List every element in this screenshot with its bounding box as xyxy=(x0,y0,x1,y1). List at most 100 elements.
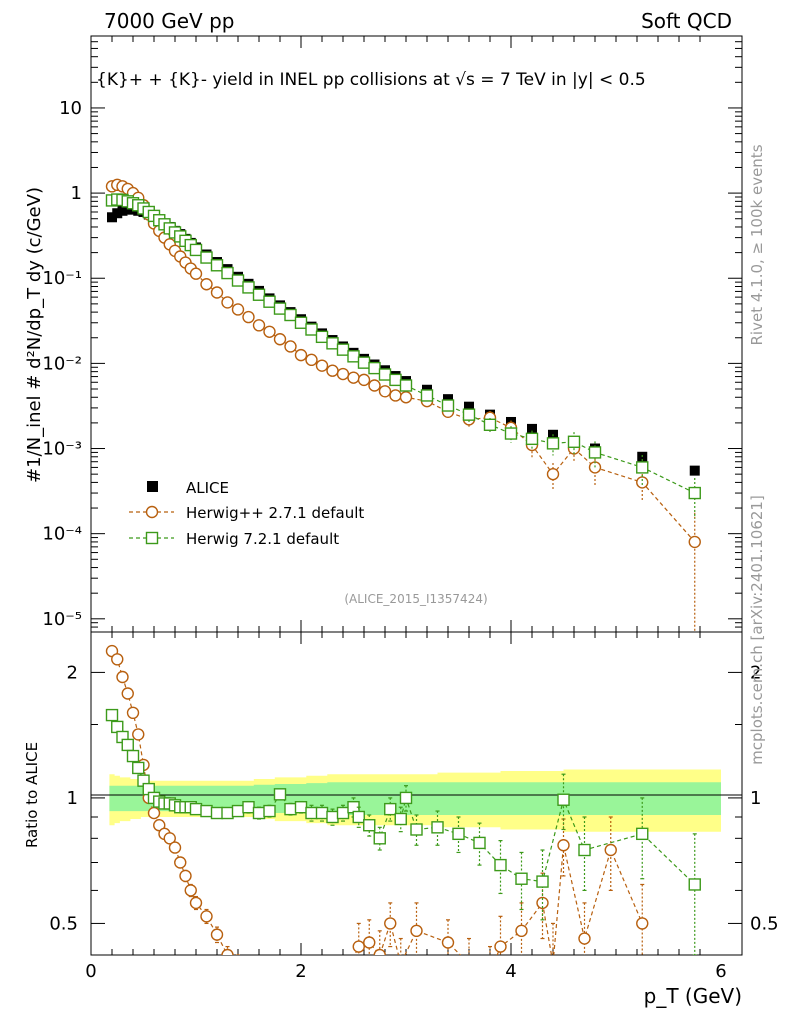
data-point-herwigpp xyxy=(347,371,360,384)
ratio-point-herwig7 xyxy=(105,708,119,722)
data-point-alice xyxy=(117,205,128,216)
data-point-herwigpp xyxy=(231,303,245,316)
ratio-point-herwigpp xyxy=(233,958,244,969)
ratio-point-herwigpp xyxy=(578,932,591,945)
ratio-y-tick-label: 0.5 xyxy=(49,913,78,934)
ratio-uncertainty-bands xyxy=(109,769,721,832)
data-point-herwig7 xyxy=(336,343,350,356)
data-point-alice xyxy=(107,212,117,223)
ratio-point-herwigpp xyxy=(116,670,129,684)
data-point-herwig7 xyxy=(378,368,392,381)
data-point-alice xyxy=(443,394,453,405)
ratio-point-herwig7 xyxy=(352,810,365,824)
ratio-point-herwigpp xyxy=(485,968,496,979)
ratio-point-herwigpp xyxy=(221,948,234,955)
ratio-y-tick-label: 1 xyxy=(67,788,78,809)
ratio-point-herwig7 xyxy=(399,791,413,805)
ratio-point-herwigpp xyxy=(604,843,617,857)
data-point-herwigpp xyxy=(221,296,234,309)
ratio-point-herwig7 xyxy=(294,801,308,814)
ratio-y-tick-label-right: 2 xyxy=(750,662,761,683)
data-point-herwig7 xyxy=(221,266,234,280)
data-point-herwigpp xyxy=(636,476,649,489)
ratio-point-herwigpp xyxy=(126,706,140,720)
ratio-point-herwigpp xyxy=(200,910,213,923)
ratio-point-herwig7 xyxy=(231,804,245,818)
ratio-point-herwigpp xyxy=(327,972,338,983)
ratio-point-herwigpp xyxy=(174,856,187,869)
data-point-herwig7 xyxy=(189,243,203,257)
header-right: Soft QCD xyxy=(641,9,732,33)
ratio-series-layer xyxy=(105,644,701,988)
data-point-herwigpp xyxy=(252,319,266,332)
ratio-axes: 0 2 4 6 0.5 0.5 1 1 2 2 xyxy=(49,632,779,982)
data-point-herwigpp xyxy=(305,353,318,367)
data-point-herwig7 xyxy=(315,330,329,344)
data-point-herwig7 xyxy=(462,408,476,421)
data-point-herwig7 xyxy=(305,323,318,336)
y-axis-ratio-label: Ratio to ALICE xyxy=(23,742,41,848)
ratio-point-herwigpp xyxy=(464,958,475,969)
legend-label-alice: ALICE xyxy=(186,479,229,497)
data-point-herwigpp xyxy=(336,367,350,381)
ratio-point-herwig7 xyxy=(373,832,386,845)
data-point-herwigpp xyxy=(242,310,255,324)
main-series-layer xyxy=(105,178,701,632)
data-point-alice xyxy=(527,423,537,434)
data-point-herwig7 xyxy=(242,281,255,294)
ratio-point-herwigpp xyxy=(147,806,161,820)
y-tick-label: 10⁻⁵ xyxy=(42,609,82,630)
ratio-point-herwigpp xyxy=(264,972,275,983)
ratio-point-herwigpp xyxy=(306,972,317,983)
ratio-point-herwigpp xyxy=(384,917,397,930)
x-tick-label: 6 xyxy=(715,961,726,982)
y-tick-label: 10⁻² xyxy=(42,353,82,374)
ratio-point-herwig7 xyxy=(252,806,266,820)
ratio-point-herwigpp xyxy=(111,653,124,666)
data-point-alice xyxy=(112,208,123,219)
legend-label-herwigpp: Herwig++ 2.7.1 default xyxy=(186,504,364,522)
analysis-id: (ALICE_2015_I1357424) xyxy=(344,592,487,606)
ratio-point-herwigpp xyxy=(210,928,224,941)
ratio-point-herwigpp xyxy=(317,972,328,983)
data-point-herwig7 xyxy=(263,295,276,308)
ratio-point-herwigpp xyxy=(636,917,649,930)
ratio-point-herwig7 xyxy=(189,802,203,816)
ratio-point-herwig7 xyxy=(273,788,287,801)
ratio-point-herwigpp xyxy=(254,972,265,983)
data-point-herwigpp xyxy=(546,467,560,481)
y-tick-label: 10 xyxy=(59,98,82,119)
ratio-point-herwigpp xyxy=(243,968,254,979)
data-point-herwig7 xyxy=(284,308,297,322)
ratio-point-herwigpp xyxy=(132,728,145,741)
ratio-point-herwig7 xyxy=(636,827,649,841)
ratio-point-herwigpp xyxy=(168,841,182,854)
data-point-herwig7 xyxy=(294,316,308,329)
data-point-herwig7 xyxy=(210,259,224,272)
legend-marker-herwig7 xyxy=(145,531,159,545)
ratio-y-tick-label-right: 0.5 xyxy=(750,913,779,934)
ratio-point-herwig7 xyxy=(536,875,549,888)
ratio-point-herwigpp xyxy=(189,896,203,910)
data-point-herwigpp xyxy=(399,391,413,404)
ratio-point-herwig7 xyxy=(326,810,339,824)
ratio-point-herwig7 xyxy=(394,812,407,826)
ratio-point-herwigpp xyxy=(395,958,406,969)
data-point-herwig7 xyxy=(347,350,360,363)
ratio-point-herwig7 xyxy=(263,804,276,818)
data-point-herwig7 xyxy=(525,432,539,446)
ratio-point-herwigpp xyxy=(557,839,570,852)
data-point-alice xyxy=(122,204,133,215)
ratio-point-herwig7 xyxy=(284,802,297,816)
ratio-point-herwigpp xyxy=(275,977,286,988)
data-point-herwig7 xyxy=(200,251,213,264)
legend-marker-alice xyxy=(147,481,158,492)
legend-marker-herwigpp xyxy=(145,505,159,519)
ratio-point-herwig7 xyxy=(126,749,140,763)
data-point-herwig7 xyxy=(326,337,339,350)
x-axis-label: p_T (GeV) xyxy=(644,984,742,1008)
x-tick-label: 4 xyxy=(505,961,516,982)
ratio-point-herwig7 xyxy=(557,793,570,806)
ratio-point-herwigpp xyxy=(548,958,559,969)
